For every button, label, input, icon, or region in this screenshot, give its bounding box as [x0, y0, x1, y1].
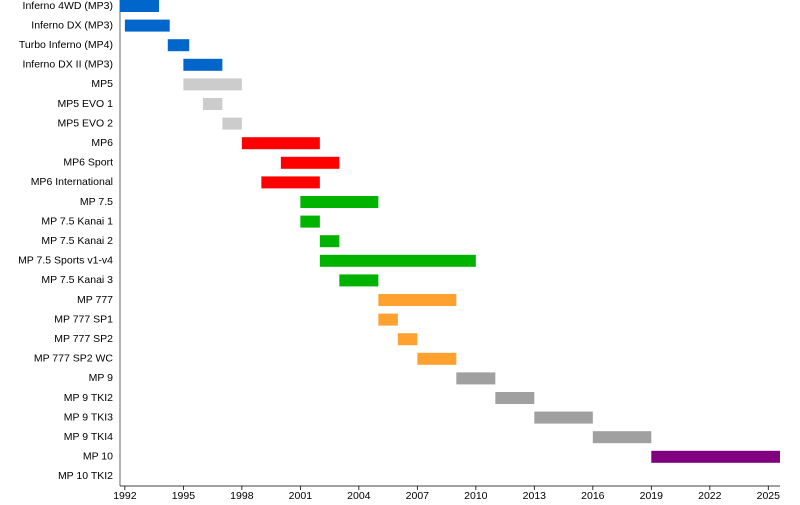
bar [456, 372, 496, 385]
bar [300, 196, 379, 208]
bar [651, 450, 780, 463]
y-tick-label: MP 7.5 Kanai 3 [41, 274, 113, 286]
y-tick-label: MP 777 SP1 [54, 313, 113, 325]
x-tick-label: 2022 [698, 490, 722, 500]
y-tick-label: MP6 [91, 137, 113, 149]
y-tick-label: MP 777 [77, 294, 113, 306]
bar [378, 313, 398, 326]
y-tick-label: MP5 EVO 2 [58, 117, 114, 129]
y-tick-label: MP 10 TKI2 [58, 470, 113, 482]
y-tick-label: MP 7.5 Kanai 2 [41, 235, 113, 247]
y-tick-label: Inferno DX II (MP3) [23, 59, 113, 71]
y-tick-label: MP 9 TKI3 [64, 411, 113, 423]
bar [339, 274, 379, 287]
bar [120, 0, 159, 12]
bar [124, 19, 170, 32]
x-tick-label: 1998 [230, 490, 254, 500]
y-tick-label: MP 777 SP2 WC [34, 353, 114, 365]
bar [241, 137, 320, 150]
y-tick-label: Inferno DX (MP3) [31, 19, 113, 31]
bar [183, 78, 242, 91]
bar [495, 392, 535, 404]
bar [222, 117, 242, 130]
x-tick-label: 2025 [757, 490, 781, 500]
bar [319, 235, 340, 248]
x-tick-label: 2001 [289, 490, 313, 500]
bar [378, 294, 457, 306]
bar [202, 98, 223, 110]
y-tick-label: MP 7.5 Kanai 1 [41, 215, 113, 227]
bar [592, 431, 652, 444]
bar [397, 333, 418, 346]
y-tick-label: MP 777 SP2 [54, 333, 113, 345]
bar [534, 411, 593, 424]
x-tick-label: 2016 [581, 490, 605, 500]
x-tick-label: 1995 [172, 490, 196, 500]
bar [167, 39, 190, 52]
bar [183, 58, 223, 71]
y-tick-label: Inferno 4WD (MP3) [23, 0, 113, 12]
bar [417, 352, 457, 365]
x-tick-label: 2013 [523, 490, 547, 500]
y-tick-label: MP 10 [83, 451, 113, 463]
y-tick-label: MP 9 TKI4 [64, 431, 113, 443]
y-tick-label: MP 7.5 [80, 196, 113, 208]
y-tick-label: MP6 Sport [63, 157, 113, 169]
x-tick-label: 2010 [464, 490, 488, 500]
x-tick-label: 2019 [640, 490, 664, 500]
y-tick-label: Turbo Inferno (MP4) [19, 39, 113, 51]
bar [300, 215, 320, 228]
y-tick-label: MP 9 [89, 372, 113, 384]
x-tick-label: 2004 [347, 490, 371, 500]
y-tick-label: MP6 International [31, 176, 113, 188]
y-tick-label: MP 9 TKI2 [64, 392, 113, 404]
x-tick-label: 2007 [406, 490, 430, 500]
y-tick-label: MP 7.5 Sports v1-v4 [18, 255, 113, 267]
bar [261, 176, 320, 189]
x-tick-label: 1992 [113, 490, 137, 500]
y-tick-label: MP5 [91, 78, 113, 90]
y-tick-label: MP5 EVO 1 [58, 98, 114, 110]
bar [319, 254, 476, 267]
bar [280, 156, 340, 169]
